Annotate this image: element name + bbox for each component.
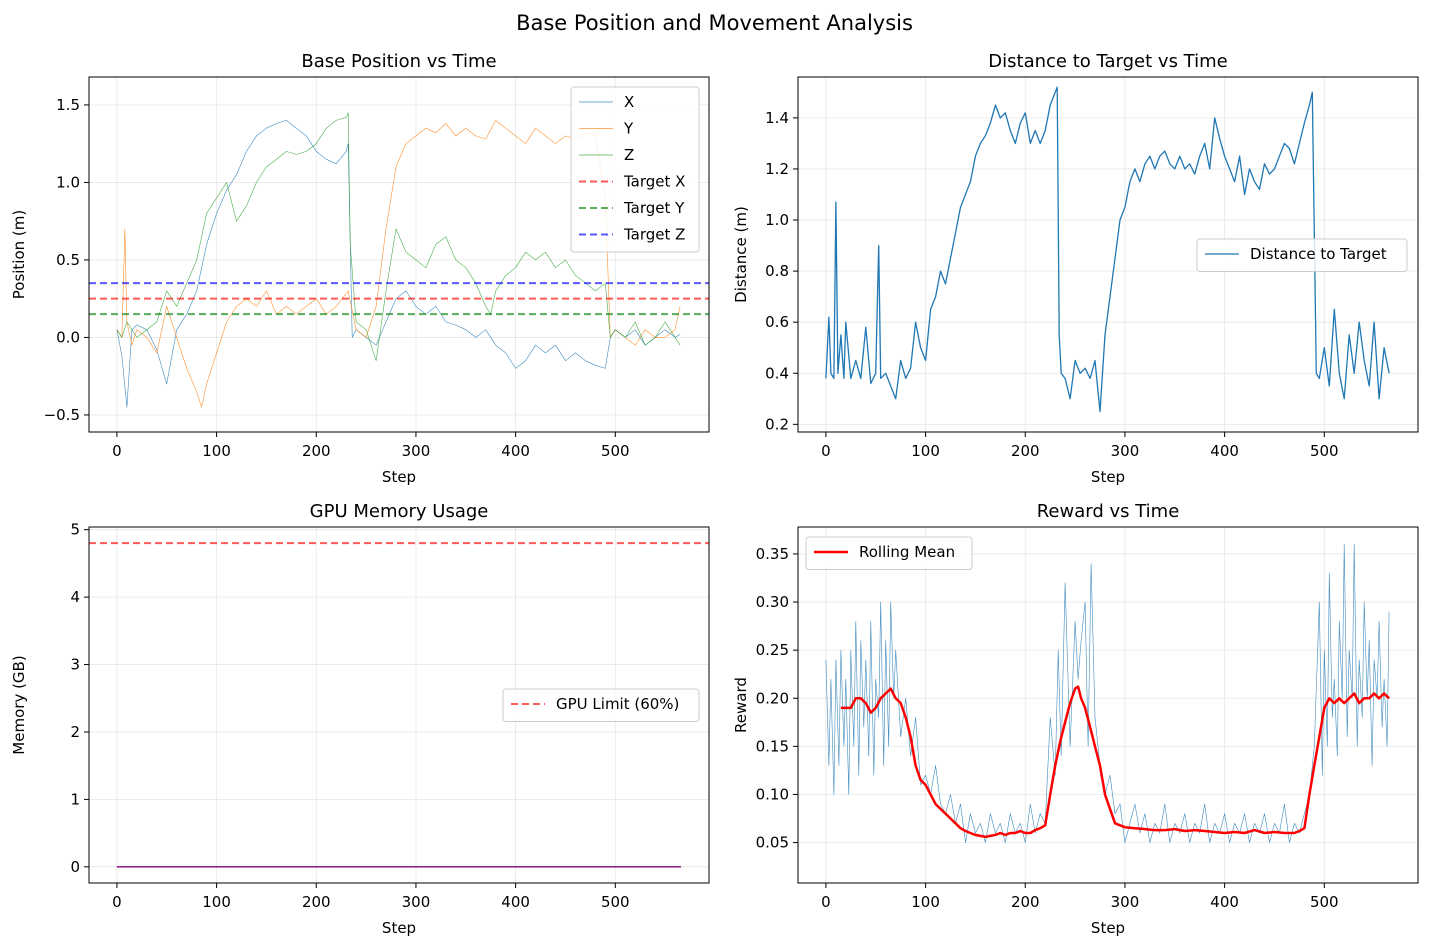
y-tick-label: 0.6 — [765, 313, 789, 331]
x-tick-label: 300 — [402, 893, 431, 911]
axes-frame — [88, 526, 710, 884]
axes-frame — [797, 76, 1419, 433]
x-tick-label: 300 — [1111, 893, 1140, 911]
x-tick-label: 100 — [911, 893, 940, 911]
x-tick-label: 100 — [202, 893, 231, 911]
legend: GPU Limit (60%) — [502, 688, 700, 722]
x-tick-label: 200 — [1011, 442, 1040, 460]
legend-label: Distance to Target — [1250, 245, 1387, 263]
y-tick-label: 0 — [70, 858, 80, 876]
legend-frame — [805, 536, 973, 570]
series-group — [825, 543, 1390, 843]
y-tick-label: 1.0 — [765, 211, 789, 229]
x-tick-label: 400 — [501, 442, 530, 460]
y-tick-label: 1.4 — [765, 109, 789, 127]
legend: Rolling Mean — [805, 536, 973, 570]
series-x — [116, 120, 681, 408]
y-tick-label: −0.5 — [44, 406, 80, 424]
y-tick-label: 2 — [70, 723, 80, 741]
x-tick-label: 500 — [1310, 442, 1339, 460]
legend-frame — [1196, 238, 1408, 272]
chart-title: Base Position vs Time — [301, 51, 496, 72]
x-tick-label: 0 — [112, 442, 122, 460]
y-tick-label: 0.8 — [765, 262, 789, 280]
series-z — [116, 112, 681, 362]
y-tick-label: 4 — [70, 588, 80, 606]
x-axis-label: Step — [1091, 468, 1125, 486]
legend-label: Target Z — [623, 226, 685, 244]
y-tick-label: 0.15 — [756, 737, 789, 755]
x-tick-label: 0 — [112, 893, 122, 911]
legend-frame — [502, 688, 700, 722]
legend-label: Target X — [623, 173, 685, 191]
legend-label: Z — [624, 146, 634, 164]
y-tick-label: 0.35 — [756, 545, 789, 563]
y-tick-label: 0.4 — [765, 364, 789, 382]
y-axis-label: Distance (m) — [732, 206, 750, 303]
y-tick-label: 0.5 — [56, 251, 80, 269]
legend-label: Y — [623, 120, 634, 138]
y-tick-label: 3 — [70, 656, 80, 674]
x-tick-label: 400 — [1210, 442, 1239, 460]
x-tick-label: 400 — [501, 893, 530, 911]
series-group — [825, 86, 1390, 413]
x-tick-label: 200 — [302, 893, 331, 911]
y-tick-label: 0.2 — [765, 415, 789, 433]
chart-panel-2: 0 100 200 300 400 500 0.2 0.4 0.6 0.8 1.0 1.2 1.4 Dis… — [732, 51, 1419, 486]
y-tick-label: 1 — [70, 790, 80, 808]
x-axis-label: Step — [382, 468, 416, 486]
x-tick-label: 500 — [601, 893, 630, 911]
y-tick-label: 0.0 — [56, 328, 80, 346]
x-tick-label: 500 — [601, 442, 630, 460]
chart-title: Reward vs Time — [1037, 501, 1180, 522]
series-group — [89, 542, 709, 868]
x-tick-label: 400 — [1210, 893, 1239, 911]
y-tick-label: 0.25 — [756, 641, 789, 659]
x-tick-label: 0 — [821, 893, 831, 911]
x-tick-label: 100 — [911, 442, 940, 460]
y-tick-label: 0.20 — [756, 689, 789, 707]
y-axis-label: Reward — [732, 677, 750, 733]
y-axis-label: Position (m) — [10, 210, 28, 300]
legend-label: Rolling Mean — [859, 543, 955, 561]
y-tick-label: 1.0 — [56, 173, 80, 191]
axes-frame — [797, 526, 1419, 884]
y-tick-label: 5 — [70, 521, 80, 539]
x-tick-label: 200 — [302, 442, 331, 460]
series-distance-to-target — [825, 86, 1390, 413]
y-tick-label: 1.2 — [765, 160, 789, 178]
x-axis-label: Step — [1091, 919, 1125, 937]
legend-label: X — [624, 93, 634, 111]
chart-title: GPU Memory Usage — [310, 501, 489, 522]
x-tick-label: 300 — [1111, 442, 1140, 460]
x-tick-label: 100 — [202, 442, 231, 460]
legend: Distance to Target — [1196, 238, 1408, 272]
x-tick-label: 500 — [1310, 893, 1339, 911]
y-axis-label: Memory (GB) — [10, 655, 28, 754]
chart-panel-4: 0 100 200 300 400 500 0.05 0.10 0.15 0.20 0.25 0.30… — [732, 501, 1419, 937]
chart-panel-3: 0 100 200 300 400 500 0 1 2 3 4 5 GPU Memory Usage St… — [10, 501, 710, 937]
figure-suptitle: Base Position and Movement Analysis — [516, 11, 913, 35]
x-tick-label: 300 — [402, 442, 431, 460]
y-tick-label: 0.10 — [756, 785, 789, 803]
legend-label: Target Y — [623, 199, 685, 217]
x-tick-label: 0 — [821, 442, 831, 460]
chart-panel-1: 0 100 200 300 400 500 −0.5 0.0 0.5 1.0 1.5 Base Pos… — [10, 51, 710, 486]
axes-frame — [88, 76, 710, 433]
y-tick-label: 0.30 — [756, 593, 789, 611]
series-rolling-mean — [840, 685, 1390, 839]
x-axis-label: Step — [382, 919, 416, 937]
legend: XYZ Target X Target Y Target Z — [570, 86, 700, 253]
legend-label: GPU Limit (60%) — [556, 695, 679, 713]
y-tick-label: 1.5 — [56, 96, 80, 114]
x-tick-label: 200 — [1011, 893, 1040, 911]
y-tick-label: 0.05 — [756, 834, 789, 852]
chart-title: Distance to Target vs Time — [988, 51, 1227, 72]
